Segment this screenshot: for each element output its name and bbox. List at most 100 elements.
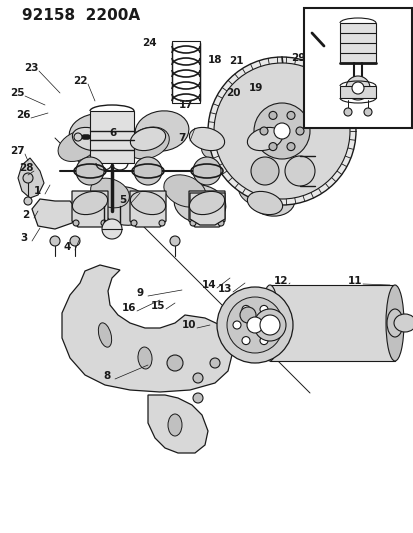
Ellipse shape [393, 314, 413, 332]
Ellipse shape [130, 191, 165, 215]
Circle shape [363, 108, 371, 116]
Circle shape [284, 156, 314, 186]
Circle shape [218, 220, 223, 226]
Text: 20: 20 [225, 88, 240, 98]
Circle shape [286, 111, 294, 119]
Ellipse shape [130, 127, 165, 151]
Ellipse shape [238, 179, 277, 207]
Text: 18: 18 [207, 55, 222, 65]
Circle shape [214, 63, 349, 199]
Ellipse shape [272, 139, 307, 164]
Text: 4: 4 [63, 242, 71, 252]
Text: 19: 19 [248, 83, 263, 93]
Circle shape [23, 173, 33, 183]
Text: 10: 10 [181, 320, 196, 330]
Circle shape [76, 157, 104, 185]
Polygon shape [269, 285, 394, 361]
Polygon shape [32, 199, 78, 229]
Circle shape [345, 76, 369, 100]
Text: 7: 7 [178, 133, 185, 143]
Text: 23: 23 [24, 63, 38, 73]
Circle shape [159, 220, 165, 226]
Ellipse shape [189, 191, 224, 215]
Circle shape [226, 297, 282, 353]
Circle shape [254, 103, 309, 159]
Polygon shape [72, 191, 108, 227]
Text: 13: 13 [217, 284, 232, 294]
Text: 28: 28 [19, 163, 33, 173]
Ellipse shape [386, 309, 402, 337]
Polygon shape [18, 158, 44, 198]
Circle shape [131, 220, 137, 226]
Ellipse shape [100, 187, 150, 225]
Ellipse shape [98, 323, 112, 347]
Ellipse shape [249, 182, 294, 216]
Circle shape [101, 220, 107, 226]
Polygon shape [62, 265, 231, 392]
Circle shape [166, 355, 183, 371]
Circle shape [24, 197, 32, 205]
Circle shape [102, 219, 122, 239]
Circle shape [351, 82, 363, 94]
Bar [171, 41, 199, 103]
Circle shape [70, 236, 80, 246]
Circle shape [192, 373, 202, 383]
Circle shape [190, 220, 195, 226]
Text: 29: 29 [290, 53, 304, 63]
Circle shape [242, 336, 249, 345]
Circle shape [250, 157, 278, 185]
Text: 6: 6 [109, 128, 116, 138]
Text: 3: 3 [20, 233, 28, 243]
Text: 22: 22 [73, 76, 87, 86]
Text: 15: 15 [150, 301, 165, 311]
Circle shape [273, 123, 289, 139]
Circle shape [259, 336, 267, 345]
Ellipse shape [90, 178, 129, 208]
Text: 8: 8 [103, 371, 110, 381]
Circle shape [170, 236, 180, 246]
Text: 17: 17 [178, 100, 193, 110]
Polygon shape [190, 193, 224, 225]
Text: 9: 9 [136, 288, 143, 298]
Text: 24: 24 [141, 38, 156, 48]
Ellipse shape [168, 414, 182, 436]
Circle shape [242, 305, 249, 313]
Ellipse shape [247, 127, 282, 151]
Ellipse shape [174, 185, 225, 223]
Circle shape [268, 143, 276, 151]
Circle shape [216, 287, 292, 363]
Bar [303, 8, 411, 128]
Circle shape [73, 220, 79, 226]
Ellipse shape [213, 117, 262, 154]
Polygon shape [130, 191, 166, 227]
Text: 92158  2200A: 92158 2200A [22, 8, 140, 23]
Ellipse shape [72, 191, 107, 215]
Text: 14: 14 [201, 280, 216, 290]
Circle shape [343, 108, 351, 116]
Text: 1: 1 [33, 186, 40, 196]
Polygon shape [147, 395, 207, 453]
Ellipse shape [72, 127, 107, 151]
Ellipse shape [201, 130, 242, 160]
Circle shape [268, 321, 276, 329]
Circle shape [240, 307, 255, 323]
Circle shape [259, 127, 267, 135]
Circle shape [259, 305, 267, 313]
Polygon shape [339, 23, 375, 63]
Polygon shape [90, 111, 134, 163]
Circle shape [134, 157, 161, 185]
Text: 12: 12 [273, 276, 287, 286]
Circle shape [254, 309, 285, 341]
Ellipse shape [126, 127, 169, 159]
Ellipse shape [189, 127, 224, 151]
Circle shape [192, 157, 221, 185]
Circle shape [259, 315, 279, 335]
Ellipse shape [58, 131, 98, 161]
Circle shape [50, 236, 60, 246]
Circle shape [247, 317, 262, 333]
Ellipse shape [164, 175, 206, 207]
Ellipse shape [135, 111, 188, 151]
Ellipse shape [260, 285, 278, 361]
Text: 27: 27 [9, 146, 24, 156]
Text: 16: 16 [121, 303, 136, 313]
